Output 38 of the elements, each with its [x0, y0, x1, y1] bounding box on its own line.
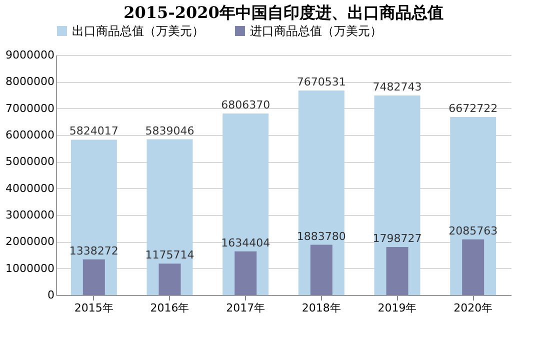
x-tick-label: 2016年 — [150, 302, 190, 314]
y-tick-label: 0 — [48, 288, 54, 302]
x-tick-label: 2015年 — [74, 302, 114, 314]
bar — [82, 259, 105, 295]
legend-label: 进口商品总值（万美元） — [250, 24, 382, 38]
x-tick-label: 2020年 — [454, 302, 493, 314]
y-tick-label: 4000000 — [6, 182, 54, 195]
data-label: 7670531 — [296, 75, 346, 88]
data-label: 1634404 — [221, 236, 270, 250]
bar — [386, 247, 408, 295]
y-tick-label: 3000000 — [6, 208, 54, 222]
y-tick-label: 9000000 — [6, 48, 54, 62]
x-tick-label: 2017年 — [226, 302, 266, 314]
bar — [146, 139, 193, 295]
chart-title: 2015-2020年中国自印度进、出口商品总值 — [124, 3, 444, 22]
y-tick-label: 8000000 — [6, 75, 54, 88]
y-tick-label: 5000000 — [6, 155, 54, 168]
bar — [158, 264, 181, 295]
x-tick-label: 2019年 — [378, 302, 417, 314]
data-label: 1798727 — [372, 232, 422, 246]
data-label: 2085763 — [448, 224, 498, 238]
data-label: 1338272 — [69, 244, 118, 258]
bar — [462, 239, 484, 295]
data-label: 5839046 — [145, 124, 194, 138]
data-label: 7482743 — [372, 80, 422, 94]
data-label: 6806370 — [221, 98, 270, 112]
legend-label: 出口商品总值（万美元） — [72, 24, 204, 38]
bar — [234, 251, 257, 295]
data-label: 5824017 — [69, 124, 118, 138]
y-tick-label: 7000000 — [6, 102, 54, 115]
y-tick-label: 2000000 — [6, 235, 54, 248]
bar — [310, 244, 332, 295]
y-tick-label: 6000000 — [6, 128, 54, 142]
data-label: 1883780 — [296, 230, 346, 243]
data-label: 6672722 — [448, 102, 498, 116]
x-tick-label: 2018年 — [302, 302, 341, 314]
data-label: 1175714 — [145, 248, 194, 262]
y-tick-label: 1000000 — [6, 262, 54, 275]
